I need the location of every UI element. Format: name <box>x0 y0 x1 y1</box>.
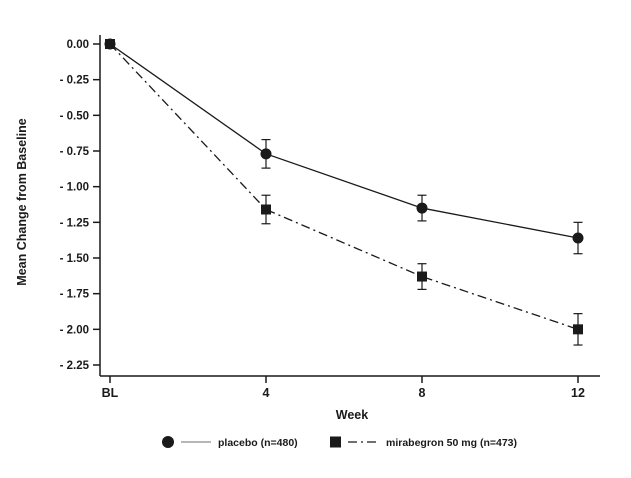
series-line <box>109 43 579 330</box>
data-point-square <box>105 39 115 49</box>
y-tick-label: - 0.25 <box>60 75 90 87</box>
series-placebo <box>104 38 584 255</box>
x-axis-title: Week <box>336 408 368 422</box>
legend-marker-placebo-icon <box>162 436 174 448</box>
y-tick-label: - 1.00 <box>60 182 89 194</box>
data-point-square <box>261 204 271 215</box>
data-point-circle <box>572 232 584 244</box>
legend: placebo (n=480) mirabegron 50 mg (n=473) <box>162 436 517 449</box>
axes: 0.00 - 0.25 - 0.50 - 0.75 - 1.00 - 1.25 - 1.50… <box>60 35 600 400</box>
data-point-square <box>417 271 427 282</box>
x-tick-label: 8 <box>419 386 426 400</box>
data-point-circle <box>416 202 428 214</box>
x-tick-label: 12 <box>571 386 585 400</box>
y-tick-label: - 2.00 <box>60 324 89 336</box>
legend-marker-mirabegron-icon <box>330 436 341 448</box>
plot-area: 0.00 - 0.25 - 0.50 - 0.75 - 1.00 - 1.25 - 1.50… <box>60 35 600 400</box>
y-tick-label: - 2.25 <box>60 360 90 372</box>
y-tick-label: 0.00 <box>67 39 89 51</box>
series-mirabegron <box>105 39 583 346</box>
legend-label-placebo: placebo (n=480) <box>218 437 298 449</box>
y-tick-label: - 1.25 <box>60 217 90 229</box>
y-tick-label: - 1.75 <box>60 289 90 301</box>
y-tick-label: - 0.75 <box>60 146 90 158</box>
x-tick-label: BL <box>102 386 119 400</box>
data-point-square <box>573 324 583 335</box>
y-axis-title: Mean Change from Baseline <box>15 118 29 285</box>
series-line <box>109 43 579 239</box>
legend-label-mirabegron: mirabegron 50 mg (n=473) <box>386 437 517 449</box>
data-point-circle <box>260 148 272 160</box>
x-tick-label: 4 <box>263 386 270 400</box>
y-tick-label: - 1.50 <box>60 253 89 265</box>
y-tick-label: - 0.50 <box>60 110 89 122</box>
